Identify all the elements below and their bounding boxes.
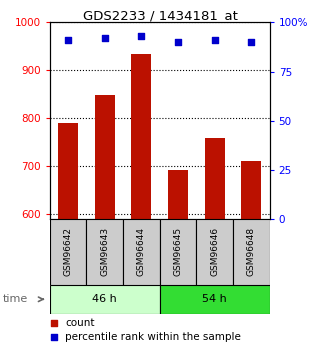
Text: count: count <box>65 318 95 328</box>
Bar <box>123 219 160 285</box>
Text: 46 h: 46 h <box>92 294 117 304</box>
Text: GDS2233 / 1434181_at: GDS2233 / 1434181_at <box>83 9 238 22</box>
Text: 54 h: 54 h <box>202 294 227 304</box>
Text: percentile rank within the sample: percentile rank within the sample <box>65 332 241 342</box>
Text: GSM96646: GSM96646 <box>210 227 219 276</box>
Text: time: time <box>3 294 29 304</box>
Text: GSM96644: GSM96644 <box>137 227 146 276</box>
Bar <box>233 219 270 285</box>
Bar <box>241 160 261 219</box>
Text: GSM96643: GSM96643 <box>100 227 109 276</box>
Bar <box>168 170 188 219</box>
Text: GSM96645: GSM96645 <box>174 227 183 276</box>
Point <box>212 37 217 43</box>
Bar <box>50 219 86 285</box>
Bar <box>160 219 196 285</box>
Point <box>249 39 254 45</box>
Point <box>102 36 107 41</box>
Bar <box>50 285 160 314</box>
Point <box>65 37 71 43</box>
Bar <box>160 285 270 314</box>
Point <box>52 334 57 339</box>
Bar <box>58 123 78 219</box>
Point <box>52 320 57 326</box>
Bar <box>95 95 115 219</box>
Point <box>176 39 181 45</box>
Bar <box>86 219 123 285</box>
Bar <box>204 138 225 219</box>
Bar <box>196 219 233 285</box>
Text: GSM96648: GSM96648 <box>247 227 256 276</box>
Text: GSM96642: GSM96642 <box>64 227 73 276</box>
Bar <box>131 53 152 219</box>
Point <box>139 33 144 39</box>
